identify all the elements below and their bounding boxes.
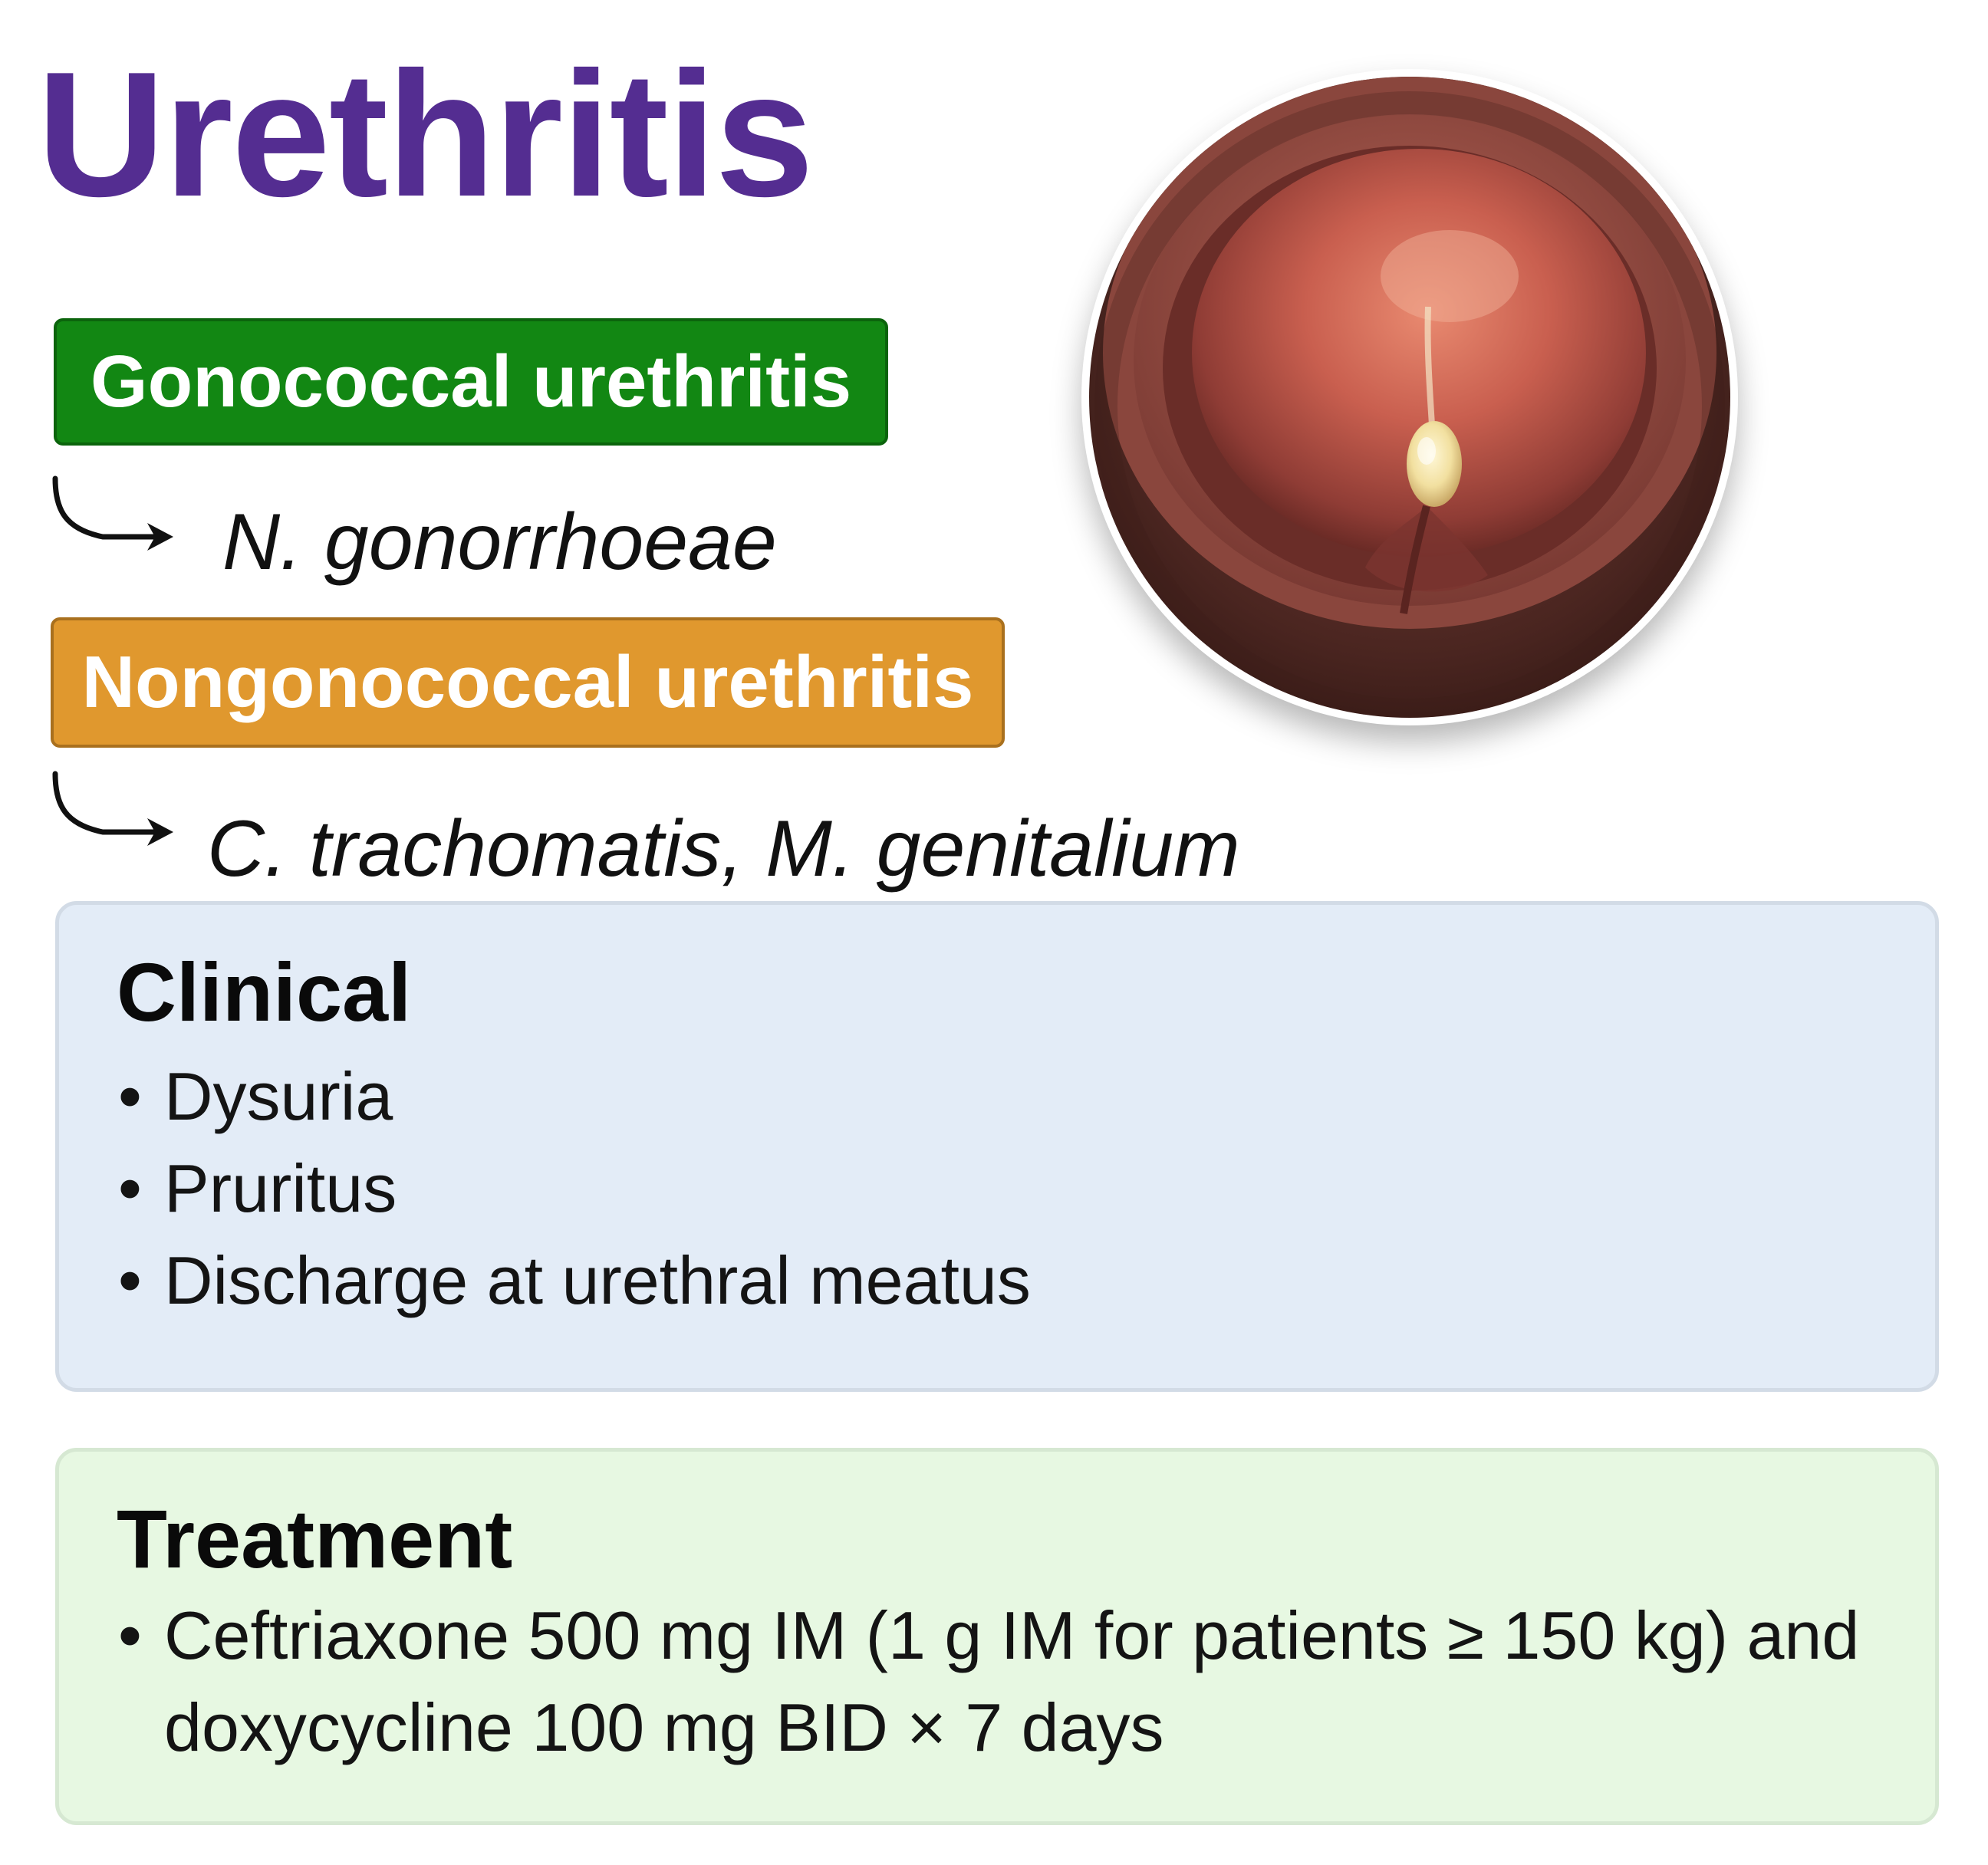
list-item: • Pruritus [109,1143,1031,1235]
bullet-icon: • [118,1597,142,1673]
clinical-item: Pruritus [164,1150,397,1226]
bullet-icon: • [118,1242,142,1318]
list-item: • Dysuria [109,1051,1031,1143]
bullet-icon: • [118,1058,142,1134]
gonococcal-organism: N. gonorrhoeae [222,498,777,587]
treatment-heading: Treatment [117,1492,513,1585]
treatment-list: • Ceftriaxone 500 mg IM (1 g IM for patie… [109,1590,1904,1774]
nongonococcal-organisms: C. trachomatis, M. genitalium [207,804,1240,893]
curved-arrow-icon [52,771,173,846]
curved-arrow-icon [52,475,173,551]
gonococcal-urethritis-badge: Gonococcal urethritis [54,318,888,446]
list-item: • Discharge at urethral meatus [109,1235,1031,1327]
clinical-item: Discharge at urethral meatus [164,1242,1031,1318]
treatment-item: Ceftriaxone 500 mg IM (1 g IM for patien… [164,1597,1860,1765]
clinical-item: Dysuria [164,1058,393,1134]
page-title: Urethritis [37,35,814,234]
clinical-panel: Clinical • Dysuria • Pruritus • Discharge a… [55,901,1939,1392]
urethral-discharge-photo [1081,69,1738,725]
nongonococcal-urethritis-badge: Nongonococcal urethritis [51,617,1005,748]
clinical-list: • Dysuria • Pruritus • Discharge at urethra… [109,1051,1031,1327]
list-item: • Ceftriaxone 500 mg IM (1 g IM for patie… [109,1590,1904,1774]
treatment-panel: Treatment • Ceftriaxone 500 mg IM (1 g IM… [55,1448,1939,1825]
clinical-heading: Clinical [117,946,412,1038]
bullet-icon: • [118,1150,142,1226]
